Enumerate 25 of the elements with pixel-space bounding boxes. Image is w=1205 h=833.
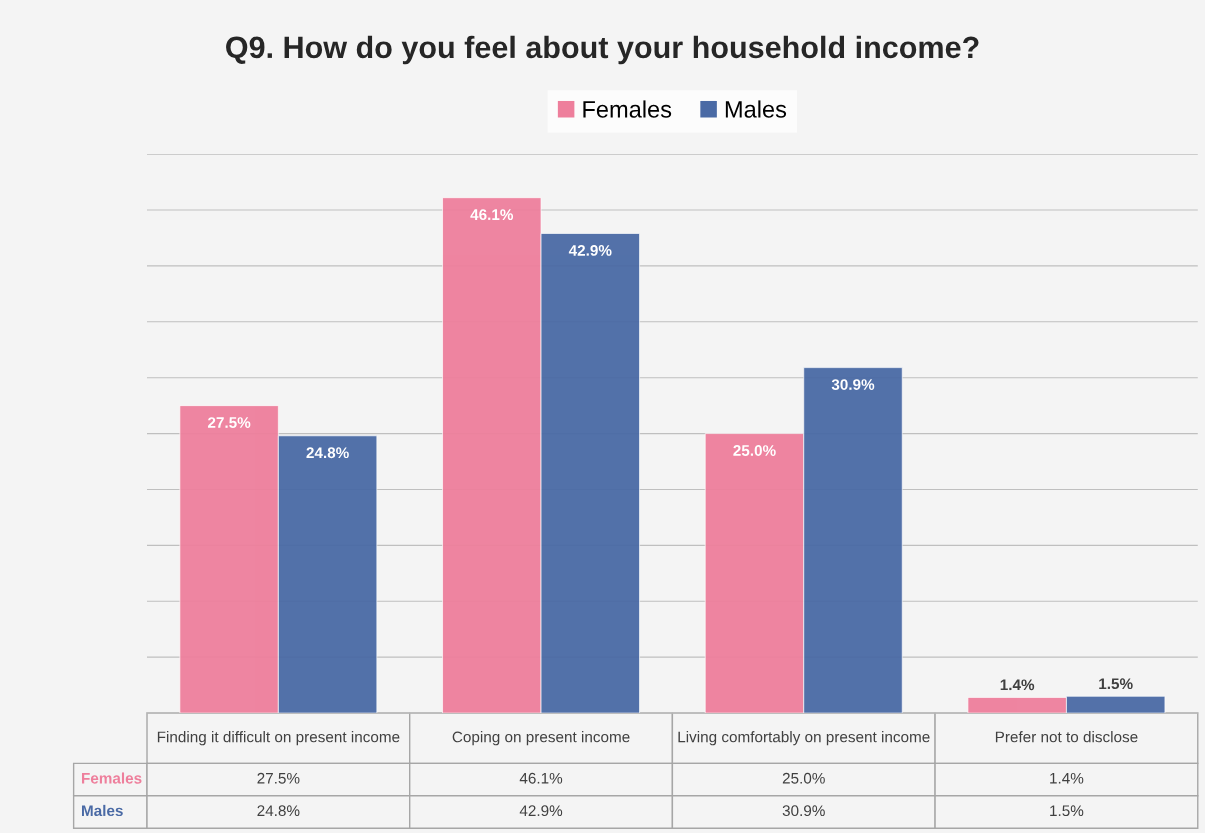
chart-title: Q9. How do you feel about your household income? bbox=[226, 35, 979, 65]
text: 1.4% bbox=[1000, 679, 1035, 691]
data-label: 30.9% bbox=[782, 805, 825, 817]
data-label: 46.1% bbox=[519, 772, 563, 784]
x-tick-label: Finding it difficult on present income bbox=[157, 731, 400, 746]
text: 46.1% bbox=[470, 209, 514, 221]
data-label: 27.5% bbox=[257, 772, 300, 784]
text: 30.9% bbox=[831, 379, 875, 390]
x-tick-label: Prefer not to disclose bbox=[995, 731, 1138, 743]
legend-label: Males bbox=[725, 100, 787, 118]
text: 24.8% bbox=[306, 447, 349, 459]
text: 1.5% bbox=[1099, 678, 1133, 690]
data-label: 1.5% bbox=[1050, 805, 1084, 817]
text: Males bbox=[82, 804, 123, 817]
data-label: 25.0% bbox=[782, 772, 825, 784]
text: 42.9% bbox=[568, 244, 612, 256]
legend-label: Females bbox=[583, 100, 672, 118]
text: 27.5% bbox=[207, 417, 251, 428]
data-label: 1.4% bbox=[1050, 772, 1084, 784]
data-label: 24.8% bbox=[257, 805, 300, 817]
text: 25.0% bbox=[733, 445, 776, 456]
x-tick-label: Living comfortably on present income bbox=[678, 731, 930, 746]
data-label: 42.9% bbox=[519, 805, 563, 817]
text: Females bbox=[82, 772, 142, 784]
x-tick-label: Coping on present income bbox=[452, 731, 630, 746]
